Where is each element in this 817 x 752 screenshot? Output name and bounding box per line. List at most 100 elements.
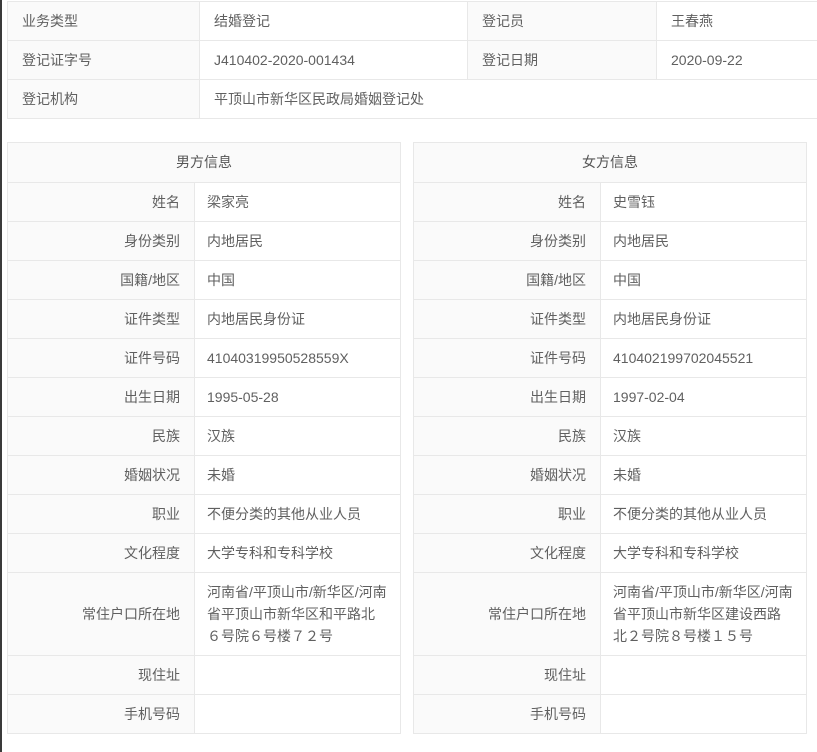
table-row: 手机号码 bbox=[414, 694, 806, 733]
table-row: 证件号码 41040319950528559X bbox=[8, 338, 400, 378]
female-label-current-address: 现住址 bbox=[414, 655, 601, 695]
table-row: 民族 汉族 bbox=[414, 416, 806, 456]
summary-value-registration-date: 2020-09-22 bbox=[656, 40, 817, 80]
table-row: 出生日期 1995-05-28 bbox=[8, 377, 400, 417]
female-label-document-type: 证件类型 bbox=[414, 299, 601, 339]
summary-label-registrar: 登记员 bbox=[467, 1, 657, 41]
female-value-document-type: 内地居民身份证 bbox=[600, 299, 806, 339]
table-row: 身份类别 内地居民 bbox=[8, 221, 400, 261]
table-row: 文化程度 大学专科和专科学校 bbox=[8, 533, 400, 573]
table-row: 姓名 梁家亮 bbox=[8, 183, 400, 222]
male-info-table: 姓名 梁家亮 身份类别 内地居民 国籍/地区 中国 证件类型 内地居民身份证 bbox=[8, 183, 400, 733]
female-info-panel: 女方信息 姓名 史雪钰 身份类别 内地居民 国籍/地区 中国 bbox=[413, 142, 807, 734]
female-info-table: 姓名 史雪钰 身份类别 内地居民 国籍/地区 中国 证件类型 内地居民身份证 bbox=[414, 183, 806, 733]
male-info-panel: 男方信息 姓名 梁家亮 身份类别 内地居民 国籍/地区 中国 bbox=[7, 142, 401, 734]
male-label-marital-status: 婚姻状况 bbox=[8, 455, 195, 495]
male-value-marital-status: 未婚 bbox=[194, 455, 400, 495]
male-label-name: 姓名 bbox=[8, 183, 195, 222]
male-value-current-address bbox=[194, 655, 400, 695]
summary-value-certificate-number: J410402-2020-001434 bbox=[199, 40, 468, 80]
table-row: 姓名 史雪钰 bbox=[414, 183, 806, 222]
table-row: 现住址 bbox=[8, 655, 400, 695]
male-label-identity-category: 身份类别 bbox=[8, 221, 195, 261]
summary-value-agency: 平顶山市新华区民政局婚姻登记处 bbox=[199, 79, 817, 119]
table-row: 民族 汉族 bbox=[8, 416, 400, 456]
female-value-birth-date: 1997-02-04 bbox=[600, 377, 806, 417]
male-value-household-address: 河南省/平顶山市/新华区/河南省平顶山市新华区和平路北６号院６号楼７２号 bbox=[194, 572, 400, 656]
table-row: 登记证字号 J410402-2020-001434 登记日期 2020-09-2… bbox=[7, 40, 817, 80]
female-label-marital-status: 婚姻状况 bbox=[414, 455, 601, 495]
table-row: 国籍/地区 中国 bbox=[8, 260, 400, 300]
table-row: 手机号码 bbox=[8, 694, 400, 733]
male-label-document-number: 证件号码 bbox=[8, 338, 195, 378]
female-value-mobile-number bbox=[600, 694, 806, 733]
table-row: 出生日期 1997-02-04 bbox=[414, 377, 806, 417]
male-label-occupation: 职业 bbox=[8, 494, 195, 534]
table-row: 证件类型 内地居民身份证 bbox=[8, 299, 400, 339]
table-row: 证件号码 410402199702045521 bbox=[414, 338, 806, 378]
male-value-ethnicity: 汉族 bbox=[194, 416, 400, 456]
table-row: 现住址 bbox=[414, 655, 806, 695]
female-label-name: 姓名 bbox=[414, 183, 601, 222]
summary-value-business-type: 结婚登记 bbox=[199, 1, 468, 41]
female-value-nationality-region: 中国 bbox=[600, 260, 806, 300]
male-label-education: 文化程度 bbox=[8, 533, 195, 573]
female-label-nationality-region: 国籍/地区 bbox=[414, 260, 601, 300]
table-row: 证件类型 内地居民身份证 bbox=[414, 299, 806, 339]
female-label-occupation: 职业 bbox=[414, 494, 601, 534]
female-value-marital-status: 未婚 bbox=[600, 455, 806, 495]
summary-label-business-type: 业务类型 bbox=[7, 1, 200, 41]
male-value-nationality-region: 中国 bbox=[194, 260, 400, 300]
female-value-ethnicity: 汉族 bbox=[600, 416, 806, 456]
female-label-ethnicity: 民族 bbox=[414, 416, 601, 456]
table-row: 身份类别 内地居民 bbox=[414, 221, 806, 261]
female-value-name: 史雪钰 bbox=[600, 183, 806, 222]
page-left-edge bbox=[0, 0, 2, 752]
table-row: 常住户口所在地 河南省/平顶山市/新华区/河南省平顶山市新华区和平路北６号院６号… bbox=[8, 572, 400, 656]
male-label-current-address: 现住址 bbox=[8, 655, 195, 695]
table-row: 国籍/地区 中国 bbox=[414, 260, 806, 300]
female-value-document-number: 410402199702045521 bbox=[600, 338, 806, 378]
female-value-occupation: 不便分类的其他从业人员 bbox=[600, 494, 806, 534]
table-row: 常住户口所在地 河南省/平顶山市/新华区/河南省平顶山市新华区建设西路北２号院８… bbox=[414, 572, 806, 656]
female-panel-title: 女方信息 bbox=[414, 143, 806, 183]
summary-label-certificate-number: 登记证字号 bbox=[7, 40, 200, 80]
male-label-document-type: 证件类型 bbox=[8, 299, 195, 339]
male-value-education: 大学专科和专科学校 bbox=[194, 533, 400, 573]
female-label-identity-category: 身份类别 bbox=[414, 221, 601, 261]
female-value-current-address bbox=[600, 655, 806, 695]
registration-summary-table: 业务类型 结婚登记 登记员 王春燕 登记证字号 J410402-2020-001… bbox=[7, 1, 817, 119]
male-value-occupation: 不便分类的其他从业人员 bbox=[194, 494, 400, 534]
male-value-name: 梁家亮 bbox=[194, 183, 400, 222]
female-label-household-address: 常住户口所在地 bbox=[414, 572, 601, 656]
female-label-mobile-number: 手机号码 bbox=[414, 694, 601, 733]
table-row: 职业 不便分类的其他从业人员 bbox=[414, 494, 806, 534]
table-row: 登记机构 平顶山市新华区民政局婚姻登记处 bbox=[7, 79, 817, 119]
male-label-ethnicity: 民族 bbox=[8, 416, 195, 456]
summary-value-registrar: 王春燕 bbox=[656, 1, 817, 41]
table-row: 业务类型 结婚登记 登记员 王春燕 bbox=[7, 1, 817, 41]
female-value-education: 大学专科和专科学校 bbox=[600, 533, 806, 573]
male-value-document-number: 41040319950528559X bbox=[194, 338, 400, 378]
male-label-nationality-region: 国籍/地区 bbox=[8, 260, 195, 300]
male-label-mobile-number: 手机号码 bbox=[8, 694, 195, 733]
table-row: 婚姻状况 未婚 bbox=[414, 455, 806, 495]
table-row: 婚姻状况 未婚 bbox=[8, 455, 400, 495]
table-row: 职业 不便分类的其他从业人员 bbox=[8, 494, 400, 534]
male-panel-title: 男方信息 bbox=[8, 143, 400, 183]
table-row: 文化程度 大学专科和专科学校 bbox=[414, 533, 806, 573]
female-label-education: 文化程度 bbox=[414, 533, 601, 573]
female-label-birth-date: 出生日期 bbox=[414, 377, 601, 417]
male-value-mobile-number bbox=[194, 694, 400, 733]
male-value-birth-date: 1995-05-28 bbox=[194, 377, 400, 417]
female-value-household-address: 河南省/平顶山市/新华区/河南省平顶山市新华区建设西路北２号院８号楼１５号 bbox=[600, 572, 806, 656]
summary-label-registration-date: 登记日期 bbox=[467, 40, 657, 80]
male-value-document-type: 内地居民身份证 bbox=[194, 299, 400, 339]
female-value-identity-category: 内地居民 bbox=[600, 221, 806, 261]
female-label-document-number: 证件号码 bbox=[414, 338, 601, 378]
male-value-identity-category: 内地居民 bbox=[194, 221, 400, 261]
summary-label-agency: 登记机构 bbox=[7, 79, 200, 119]
male-label-birth-date: 出生日期 bbox=[8, 377, 195, 417]
male-label-household-address: 常住户口所在地 bbox=[8, 572, 195, 656]
